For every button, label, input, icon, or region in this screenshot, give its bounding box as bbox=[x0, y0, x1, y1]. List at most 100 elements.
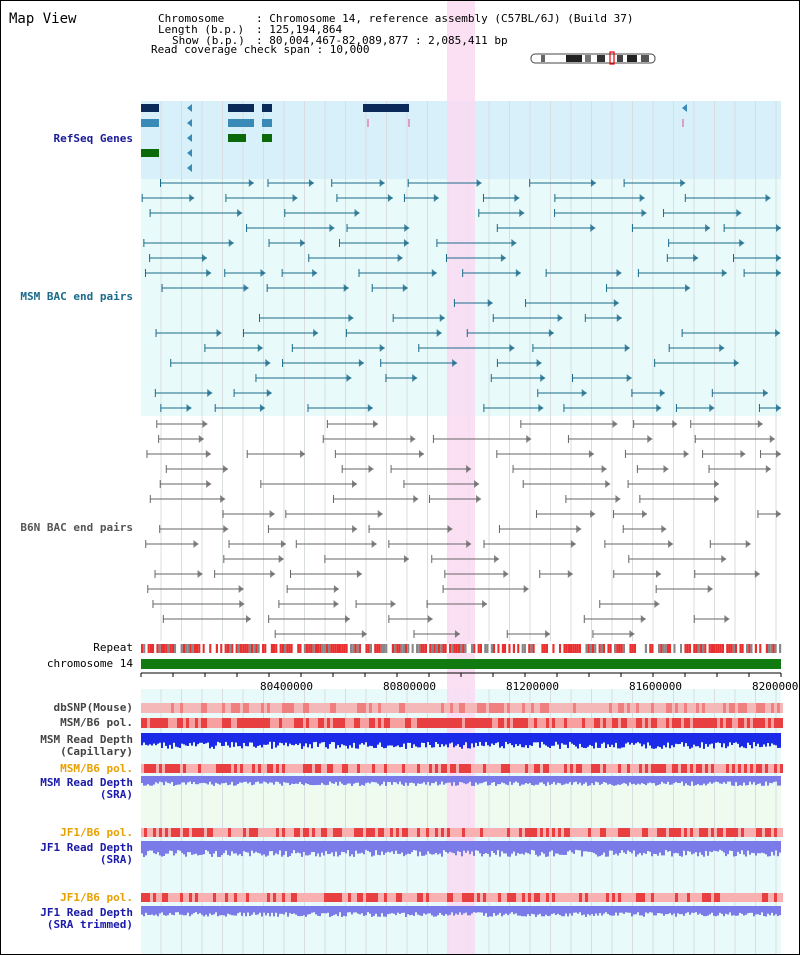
track-label-dbsnp[interactable]: dbSNP(Mouse) bbox=[53, 701, 133, 714]
msm-b6-pol-strip-2 bbox=[234, 764, 237, 773]
jf1-depth-sra-bar bbox=[471, 841, 473, 852]
jf1-depth-sra-bar bbox=[145, 841, 147, 856]
track-label-jf1-read-depth-trim[interactable]: JF1 Read Depth (SRA trimmed) bbox=[40, 906, 133, 931]
jf1-depth-sra-bar bbox=[237, 841, 239, 856]
jf1-depth-sra-bar bbox=[447, 841, 449, 854]
track-label-msm-read-depth-sra[interactable]: MSM Read Depth (SRA) bbox=[40, 776, 133, 801]
repeat-segment bbox=[528, 644, 531, 653]
jf1-b6-pol-strip-2 bbox=[711, 893, 714, 902]
msm-depth-cap-bar bbox=[639, 733, 641, 744]
repeat-segment bbox=[220, 644, 223, 653]
dbsnp-strip bbox=[456, 703, 459, 713]
jf1-b6-pol-strip bbox=[159, 828, 162, 837]
msm-b6-pol-strip bbox=[429, 718, 432, 728]
repeat-segment bbox=[642, 644, 645, 653]
msm-b6-pol-strip bbox=[417, 718, 420, 728]
track-label-repeat[interactable]: Repeat bbox=[93, 641, 133, 654]
msm-b6-pol-strip bbox=[180, 718, 183, 728]
jf1-depth-trim-bar bbox=[503, 906, 505, 915]
msm-depth-cap-bar bbox=[709, 733, 711, 745]
repeat-segment bbox=[592, 644, 595, 653]
jf1-depth-trim-bar bbox=[409, 906, 411, 916]
msm-b6-pol-strip-2 bbox=[270, 764, 273, 773]
jf1-b6-pol-strip bbox=[696, 828, 699, 837]
jf1-depth-trim-bar bbox=[575, 906, 577, 913]
msm-b6-pol-strip bbox=[159, 718, 162, 728]
msm-depth-cap-bar bbox=[305, 733, 307, 744]
msm-depth-sra-bar bbox=[397, 776, 399, 785]
b6n-bac-pair-arrow bbox=[270, 570, 276, 578]
repeat-segment bbox=[578, 644, 581, 653]
msm-depth-sra-bar bbox=[239, 776, 241, 783]
track-label-msm-b6-pol-2[interactable]: MSM/B6 pol. bbox=[60, 762, 133, 775]
msm-depth-cap-bar bbox=[691, 733, 693, 748]
msm-b6-pol-strip bbox=[255, 718, 258, 728]
jf1-depth-trim-bar bbox=[765, 906, 767, 917]
msm-b6-pol-strip-2 bbox=[552, 764, 555, 773]
jf1-b6-pol-strip bbox=[540, 828, 543, 837]
jf1-depth-sra-bar bbox=[433, 841, 435, 855]
dbsnp-strip bbox=[780, 703, 783, 713]
msm-depth-sra-bar bbox=[405, 776, 407, 783]
track-label-refseq[interactable]: RefSeq Genes bbox=[53, 132, 133, 145]
msm-depth-cap-bar bbox=[319, 733, 321, 744]
b6n-bac-pair-arrow bbox=[629, 630, 635, 638]
dbsnp-strip bbox=[639, 703, 642, 713]
jf1-depth-trim-bar bbox=[489, 906, 491, 917]
jf1-depth-trim-bar bbox=[481, 906, 483, 913]
msm-b6-pol-strip-2 bbox=[636, 764, 639, 773]
jf1-depth-sra-bar bbox=[679, 841, 681, 856]
jf1-b6-pol-strip bbox=[459, 828, 462, 837]
msm-bac-pair-arrow bbox=[511, 239, 517, 247]
msm-b6-pol-strip-2 bbox=[477, 764, 480, 773]
dbsnp-strip bbox=[567, 703, 570, 713]
msm-bac-pair-arrow bbox=[538, 404, 544, 412]
dbsnp-strip bbox=[276, 703, 279, 713]
msm-depth-sra-bar bbox=[559, 776, 561, 784]
jf1-depth-sra-bar bbox=[257, 841, 259, 853]
jf1-depth-trim-bar bbox=[539, 906, 541, 914]
jf1-b6-pol-strip-2 bbox=[504, 893, 507, 902]
track-label-jf1-read-depth-sra[interactable]: JF1 Read Depth (SRA) bbox=[40, 841, 133, 866]
jf1-depth-trim-bar bbox=[549, 906, 551, 916]
msm-depth-cap-bar bbox=[451, 733, 453, 743]
repeat-segment bbox=[728, 644, 731, 653]
repeat-segment bbox=[229, 644, 232, 653]
track-label-b6n-bac[interactable]: B6N BAC end pairs bbox=[20, 521, 133, 534]
jf1-depth-sra-bar bbox=[429, 841, 431, 854]
jf1-b6-pol-strip bbox=[681, 828, 684, 837]
jf1-b6-pol-strip-2 bbox=[372, 893, 375, 902]
jf1-depth-sra-bar bbox=[677, 841, 679, 854]
msm-depth-cap-bar bbox=[495, 733, 497, 744]
msm-bac-pair-arrow bbox=[639, 194, 645, 202]
msm-b6-pol-strip-2 bbox=[378, 764, 381, 773]
jf1-depth-trim-bar bbox=[753, 906, 755, 917]
jf1-b6-pol-strip-2 bbox=[633, 893, 636, 902]
msm-depth-cap-bar bbox=[333, 733, 335, 743]
jf1-b6-pol-strip-2 bbox=[576, 893, 579, 902]
msm-b6-pol-strip bbox=[678, 718, 681, 728]
dbsnp-strip bbox=[288, 703, 291, 713]
repeat-segment bbox=[411, 644, 414, 653]
msm-b6-pol-strip-2 bbox=[309, 764, 312, 773]
msm-depth-cap-bar bbox=[173, 733, 175, 743]
jf1-b6-pol-strip-2 bbox=[627, 893, 630, 902]
track-label-msm-b6-pol[interactable]: MSM/B6 pol. bbox=[60, 716, 133, 729]
msm-b6-pol-strip bbox=[705, 718, 708, 728]
track-label-chromosome[interactable]: chromosome 14 bbox=[46, 657, 133, 670]
repeat-segment bbox=[257, 644, 260, 653]
msm-depth-cap-bar bbox=[383, 733, 385, 749]
repeat-segment bbox=[631, 644, 634, 653]
track-label-jf1-b6-pol-2[interactable]: JF1/B6 pol. bbox=[60, 891, 133, 904]
jf1-depth-trim-bar bbox=[247, 906, 249, 913]
repeat-segment bbox=[735, 644, 738, 653]
track-label-msm-bac[interactable]: MSM BAC end pairs bbox=[20, 290, 133, 303]
jf1-depth-trim-bar bbox=[311, 906, 313, 913]
jf1-b6-pol-strip bbox=[264, 828, 267, 837]
jf1-depth-trim-bar bbox=[719, 906, 721, 913]
jf1-b6-pol-strip bbox=[486, 828, 489, 837]
track-label-jf1-b6-pol[interactable]: JF1/B6 pol. bbox=[60, 826, 133, 839]
track-label-msm-read-depth-cap[interactable]: MSM Read Depth (Capillary) bbox=[40, 733, 133, 758]
msm-depth-sra-bar bbox=[509, 776, 511, 782]
msm-depth-cap-bar bbox=[187, 733, 189, 746]
